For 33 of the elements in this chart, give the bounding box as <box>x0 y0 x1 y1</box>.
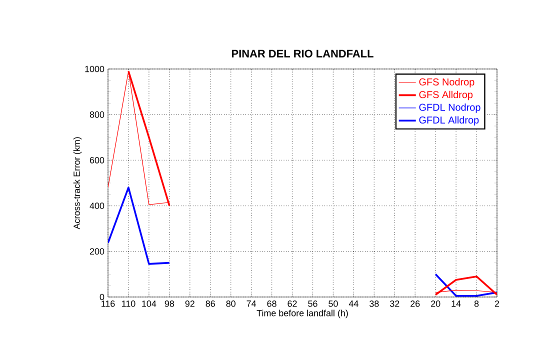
x-tick-label: 80 <box>226 300 236 307</box>
y-tick-label: 400 <box>90 202 104 209</box>
legend-label: GFS Nodrop <box>419 78 474 88</box>
x-tick-label: 32 <box>390 300 400 307</box>
legend-label: GFDL Alldrop <box>419 116 479 126</box>
y-tick-label: 800 <box>90 111 104 118</box>
x-tick-label: 20 <box>431 300 440 307</box>
legend-label: GFDL Nodrop <box>419 104 480 113</box>
x-tick-label: 2 <box>494 300 500 307</box>
x-tick-label: 86 <box>206 300 215 307</box>
x-tick-label: 92 <box>185 300 194 307</box>
x-axis-title: Time before landfall (h) <box>256 310 348 318</box>
x-tick-label: 56 <box>308 300 318 307</box>
y-tick-label: 0 <box>100 294 104 300</box>
x-tick-label: 104 <box>142 300 156 307</box>
y-tick-label: 200 <box>90 248 104 255</box>
x-tick-label: 26 <box>410 300 420 307</box>
x-tick-label: 116 <box>102 300 115 307</box>
legend-label: GFS Alldrop <box>419 90 473 100</box>
chart-title: PINAR DEL RIO LANDFALL <box>232 50 374 58</box>
x-tick-label: 38 <box>370 300 379 307</box>
x-tick-label: 68 <box>267 300 276 307</box>
x-tick-label: 74 <box>246 300 256 307</box>
y-tick-label: 600 <box>90 157 104 164</box>
x-tick-label: 98 <box>164 300 174 307</box>
y-tick-label: 1000 <box>85 66 104 72</box>
x-tick-label: 50 <box>328 300 338 307</box>
y-axis-title: Across-track Error (km) <box>73 137 82 230</box>
x-tick-label: 110 <box>122 300 136 307</box>
x-tick-label: 14 <box>452 300 461 307</box>
x-tick-label: 62 <box>288 300 297 307</box>
x-tick-label: 8 <box>474 300 479 307</box>
x-tick-label: 44 <box>348 300 358 307</box>
